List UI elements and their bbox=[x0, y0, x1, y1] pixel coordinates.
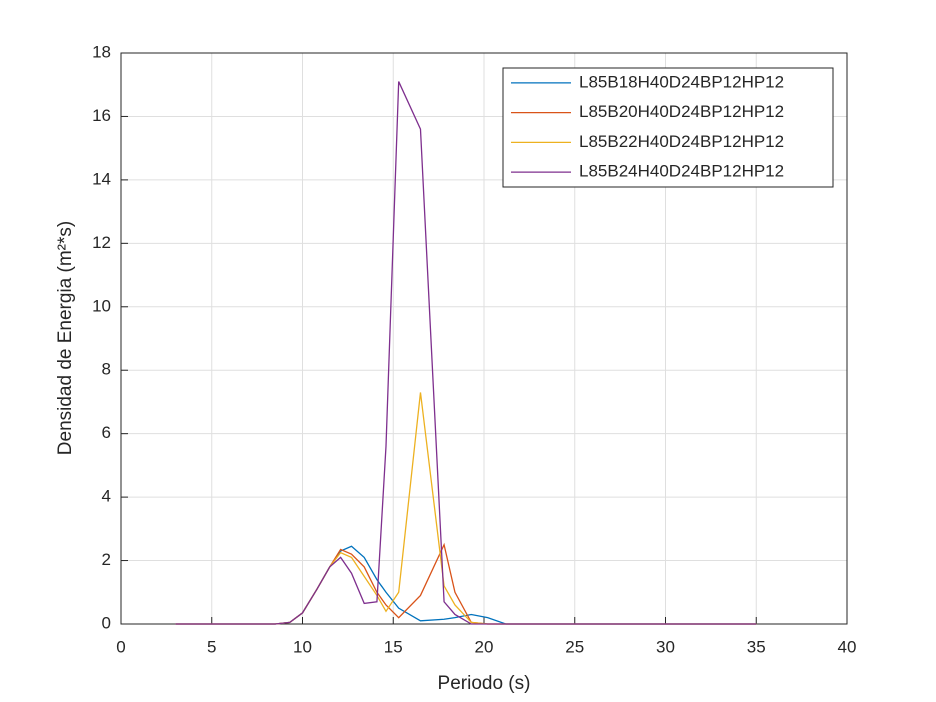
x-tick-label: 10 bbox=[293, 637, 312, 656]
x-tick-label: 15 bbox=[384, 637, 403, 656]
y-tick-label: 0 bbox=[102, 613, 111, 632]
x-tick-label: 35 bbox=[747, 637, 766, 656]
y-tick-label: 4 bbox=[102, 487, 111, 506]
y-tick-label: 16 bbox=[92, 106, 111, 125]
legend-label: L85B18H40D24BP12HP12 bbox=[579, 72, 784, 91]
series-line bbox=[175, 81, 757, 625]
x-tick-label: 5 bbox=[207, 637, 216, 656]
legend-label: L85B20H40D24BP12HP12 bbox=[579, 102, 784, 121]
x-axis-label: Periodo (s) bbox=[438, 673, 531, 694]
y-tick-label: 2 bbox=[102, 550, 111, 569]
y-axis-label: Densidad de Energia (m²*s) bbox=[55, 221, 76, 455]
y-tick-label: 6 bbox=[102, 423, 111, 442]
x-tick-label: 30 bbox=[656, 637, 675, 656]
legend-box bbox=[502, 67, 834, 188]
legend-label: L85B22H40D24BP12HP12 bbox=[579, 132, 784, 151]
y-tick-label: 18 bbox=[92, 42, 111, 61]
x-tick-label: 40 bbox=[838, 637, 857, 656]
x-tick-label: 20 bbox=[475, 637, 494, 656]
legend-label: L85B24H40D24BP12HP12 bbox=[579, 162, 784, 181]
x-tick-label: 0 bbox=[116, 637, 125, 656]
y-tick-label: 8 bbox=[102, 360, 111, 379]
x-tick-label: 25 bbox=[565, 637, 584, 656]
y-tick-label: 12 bbox=[92, 233, 111, 252]
y-tick-label: 14 bbox=[92, 169, 111, 188]
y-tick-label: 10 bbox=[92, 296, 111, 315]
